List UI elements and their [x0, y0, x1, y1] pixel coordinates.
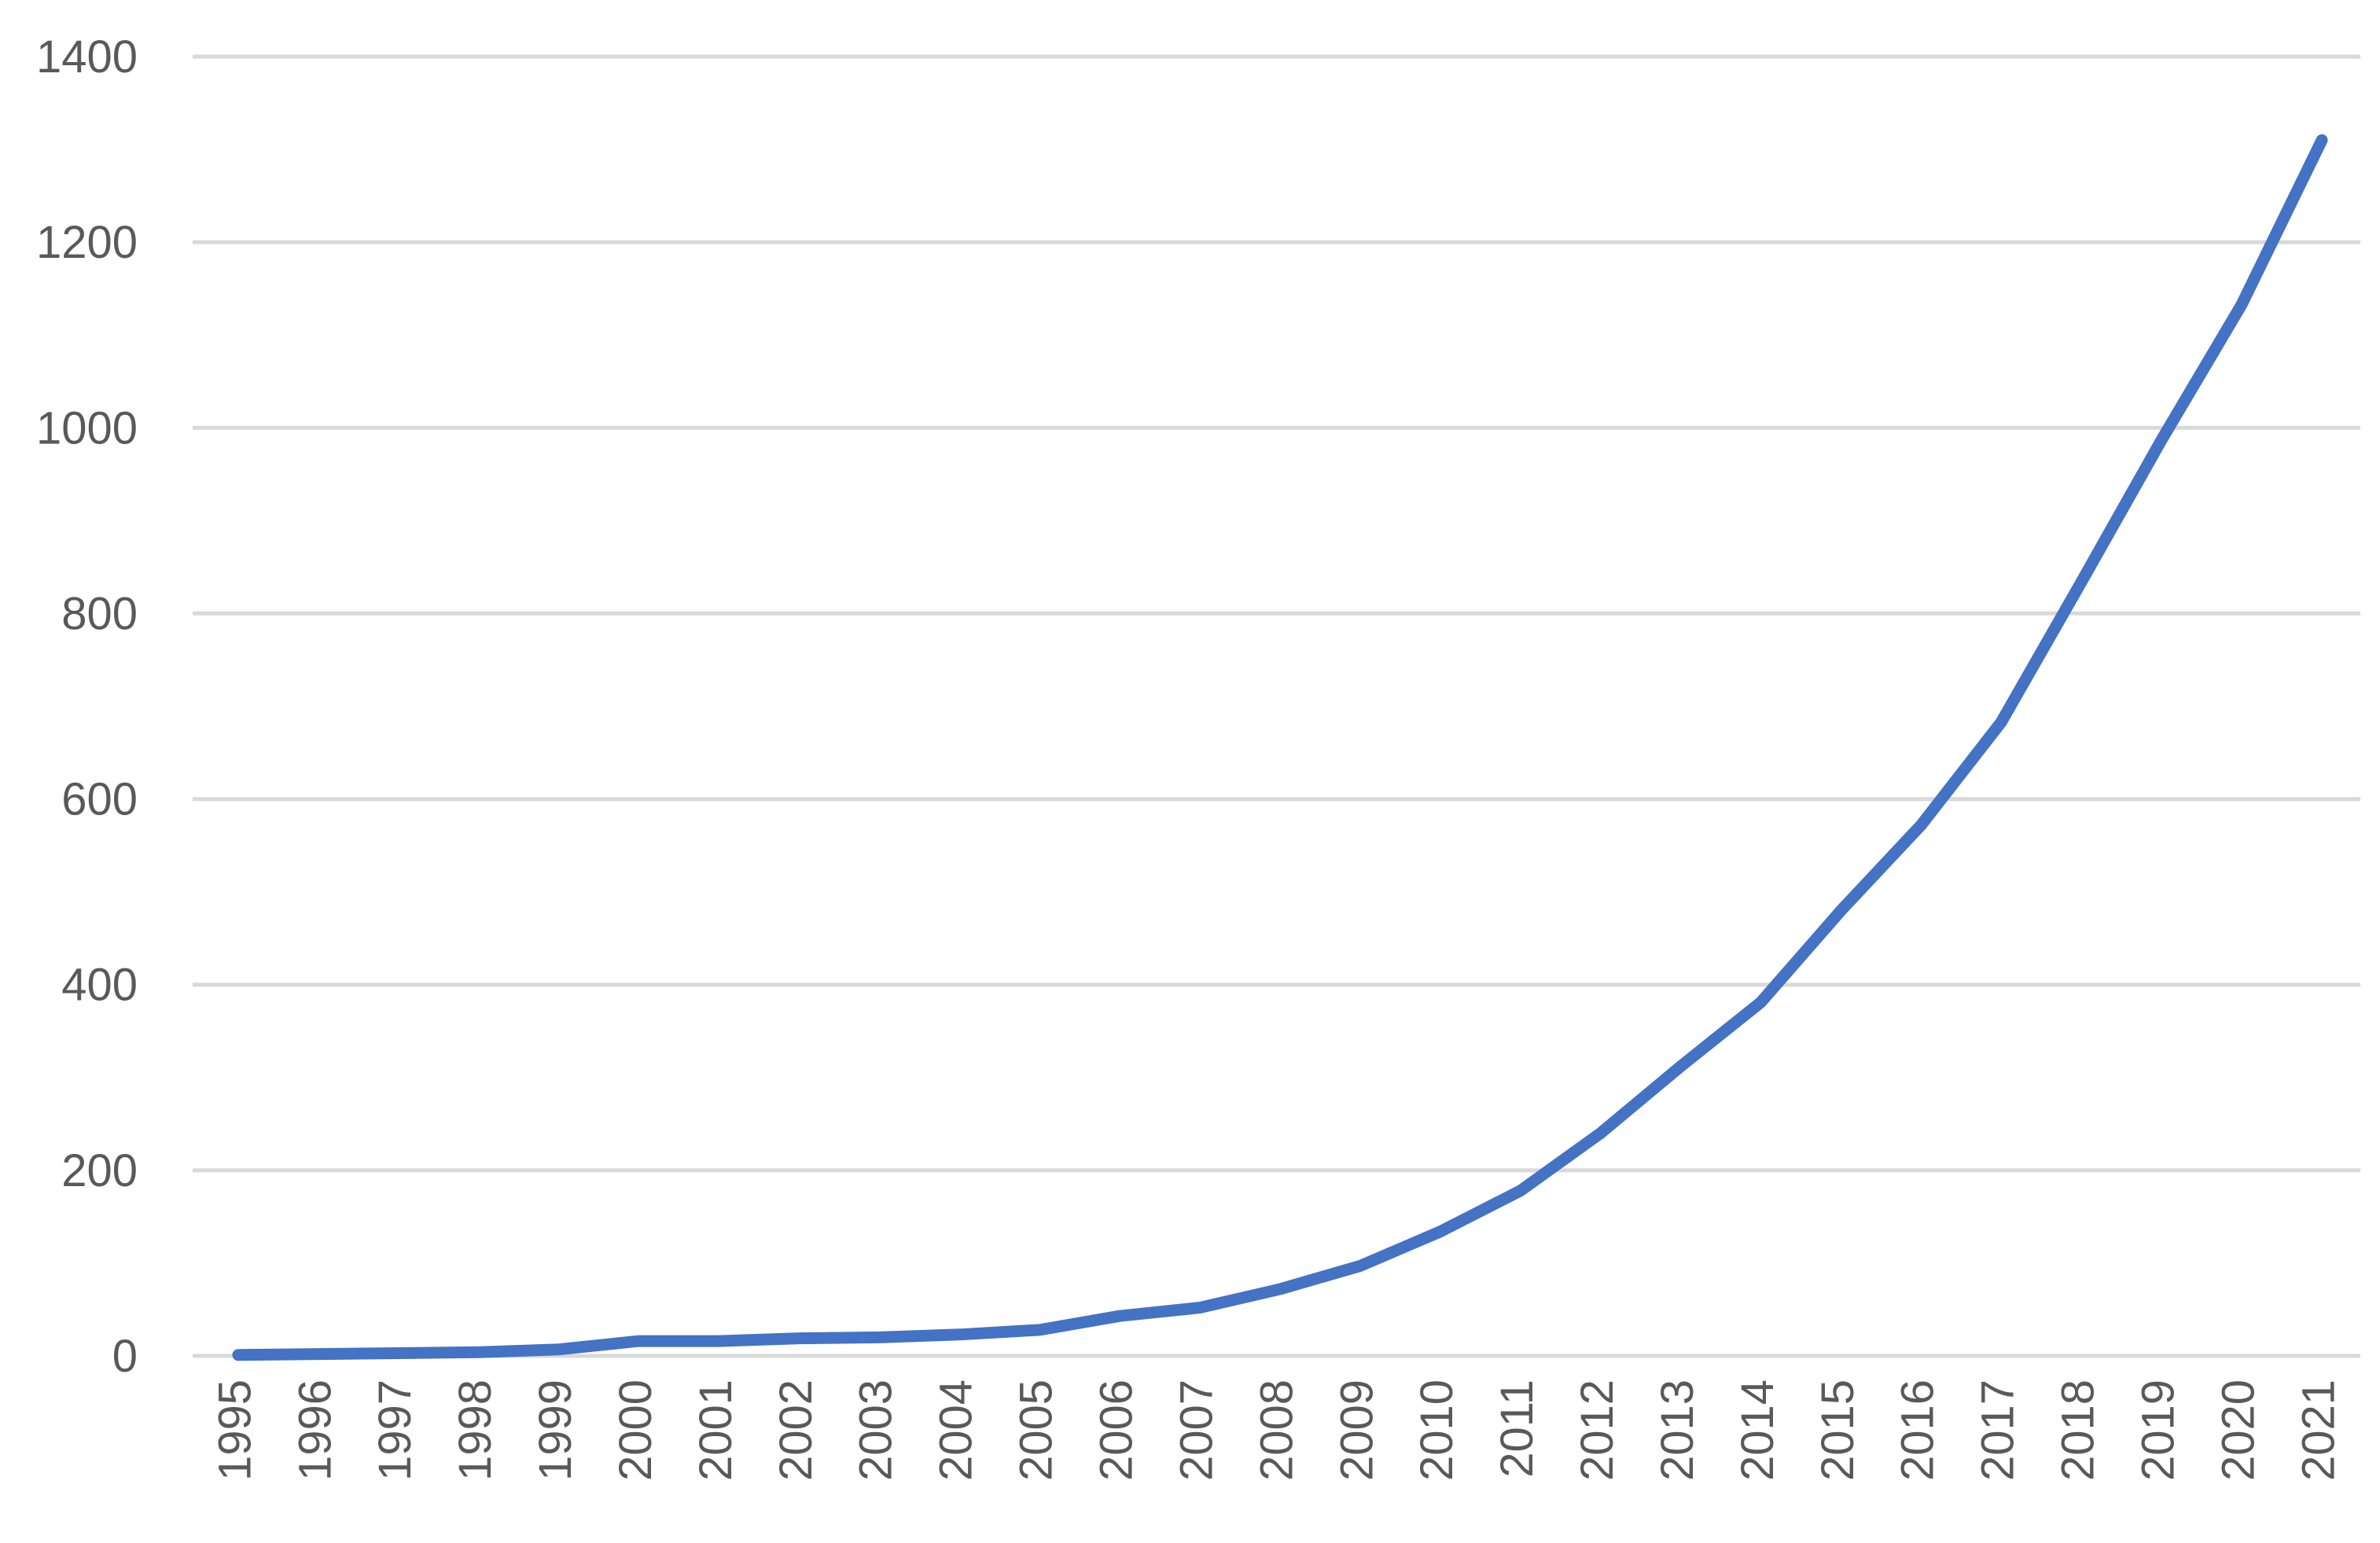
y-tick-label: 400 — [61, 960, 138, 1011]
x-tick-label: 2000 — [610, 1380, 661, 1481]
x-tick-label: 2020 — [2213, 1380, 2264, 1481]
y-tick-label: 1400 — [36, 31, 138, 83]
y-tick-label: 200 — [61, 1145, 138, 1196]
x-tick-label: 2003 — [851, 1380, 902, 1481]
x-axis-tick-labels: 1995 1996 1997 1998 1999 2000 2001 2002 2003 2004… — [209, 1380, 2344, 1481]
x-tick-label: 2012 — [1572, 1380, 1623, 1481]
x-tick-label: 2001 — [690, 1380, 741, 1481]
x-tick-label: 2005 — [1011, 1380, 1062, 1481]
x-tick-label: 2019 — [2132, 1380, 2183, 1481]
x-tick-label: 2017 — [1973, 1380, 2024, 1481]
x-tick-label: 1995 — [209, 1380, 260, 1481]
x-tick-label: 2007 — [1171, 1380, 1222, 1481]
x-tick-label: 2009 — [1331, 1380, 1382, 1481]
series-layer — [232, 134, 2328, 1361]
x-tick-label: 2011 — [1492, 1380, 1543, 1478]
x-tick-label: 2010 — [1411, 1380, 1462, 1481]
x-tick-label: 2015 — [1812, 1380, 1863, 1481]
x-tick-label: 2013 — [1652, 1380, 1703, 1481]
x-tick-label: 2014 — [1732, 1380, 1783, 1481]
x-tick-label: 1998 — [450, 1380, 501, 1481]
x-tick-label: 2008 — [1251, 1380, 1302, 1481]
y-tick-label: 0 — [112, 1331, 138, 1382]
x-tick-label: 2004 — [931, 1380, 982, 1481]
y-tick-label: 1000 — [36, 402, 138, 454]
x-tick-label: 1997 — [370, 1380, 421, 1481]
gridlines — [193, 54, 2360, 1358]
x-tick-label: 2006 — [1091, 1380, 1142, 1481]
y-tick-label: 800 — [61, 588, 138, 639]
x-tick-label: 2016 — [1893, 1380, 1944, 1481]
x-tick-label: 1999 — [530, 1380, 581, 1481]
x-tick-label: 2021 — [2293, 1380, 2344, 1481]
x-tick-label: 1996 — [289, 1380, 340, 1481]
y-axis-tick-labels: 0 200 400 600 800 1000 1200 1400 — [36, 31, 138, 1382]
x-tick-label: 2002 — [771, 1380, 822, 1481]
x-tick-label: 2018 — [2053, 1380, 2104, 1481]
y-tick-label: 600 — [61, 774, 138, 825]
y-tick-label: 1200 — [36, 217, 138, 268]
series-line — [232, 134, 2328, 1361]
